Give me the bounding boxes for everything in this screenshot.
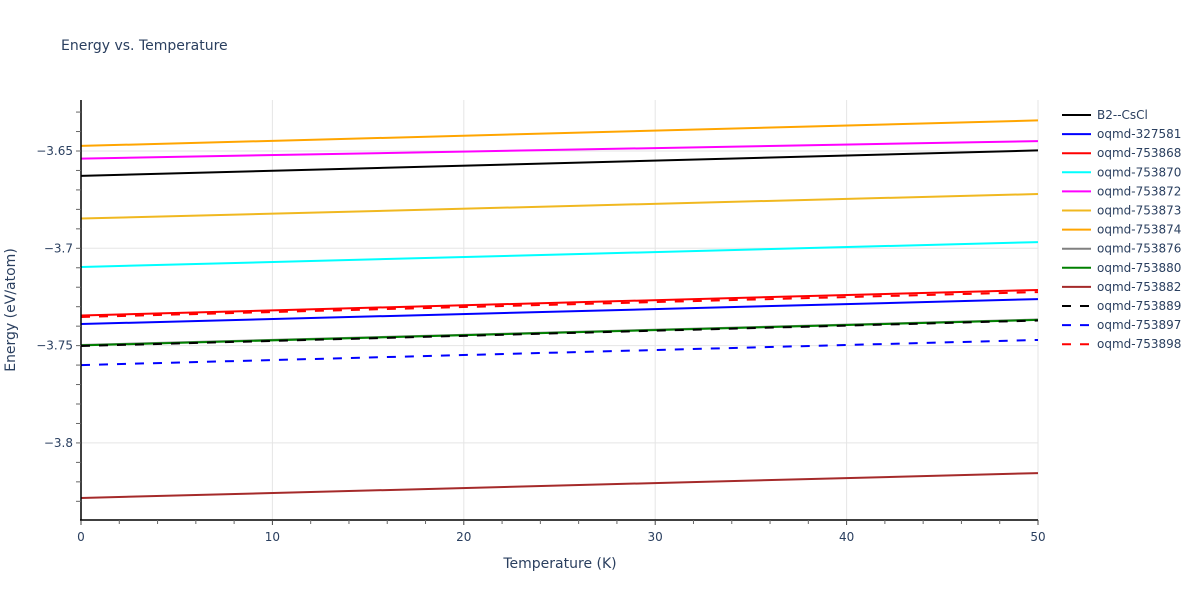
series-line-oqmd-753872[interactable] (80, 140, 1039, 160)
x-axis-title: Temperature (K) (502, 556, 616, 572)
y-tick-label: −3.7 (44, 241, 73, 255)
series-line-oqmd-753874[interactable] (80, 119, 1039, 147)
legend-item-B2--CsCl[interactable]: B2--CsCl (1062, 108, 1148, 122)
legend-label: oqmd-753870 (1097, 165, 1181, 179)
legend-label: oqmd-753868 (1097, 146, 1181, 160)
series-line-B2--CsCl[interactable] (80, 149, 1039, 177)
legend-label: oqmd-753898 (1097, 337, 1181, 351)
series-line-oqmd-753889[interactable] (80, 319, 1039, 348)
series-line-oqmd-327581[interactable] (80, 298, 1039, 326)
legend[interactable]: B2--CsCl oqmd-327581 oqmd-753868 oqmd-75387… (1062, 108, 1181, 351)
series-line-oqmd-753868[interactable] (80, 288, 1039, 317)
x-tick-label: 50 (1030, 530, 1045, 544)
series-line-oqmd-753870[interactable] (80, 241, 1039, 268)
chart-title: Energy vs. Temperature (61, 38, 228, 54)
series-line-oqmd-753898[interactable] (80, 291, 1039, 319)
legend-label: oqmd-327581 (1097, 127, 1181, 141)
legend-label: oqmd-753882 (1097, 280, 1181, 294)
series-line-oqmd-753897[interactable] (80, 338, 1039, 367)
series-line-oqmd-753882[interactable] (80, 472, 1039, 500)
y-tick-label: −3.75 (36, 339, 73, 353)
legend-label: oqmd-753873 (1097, 204, 1181, 218)
legend-label: oqmd-753876 (1097, 242, 1181, 256)
legend-label: oqmd-753872 (1097, 184, 1181, 198)
legend-item-oqmd-753882[interactable]: oqmd-753882 (1062, 280, 1181, 294)
legend-item-oqmd-753898[interactable]: oqmd-753898 (1062, 337, 1181, 351)
y-axis-title: Energy (eV/atom) (3, 248, 19, 372)
x-tick-label: 40 (839, 530, 854, 544)
legend-item-oqmd-753880[interactable]: oqmd-753880 (1062, 261, 1181, 275)
y-tick-label: −3.8 (44, 436, 73, 450)
legend-item-oqmd-753870[interactable]: oqmd-753870 (1062, 165, 1181, 179)
gridlines (81, 100, 1039, 520)
x-tick-label: 10 (265, 530, 280, 544)
x-tick-label: 20 (456, 530, 471, 544)
axes: 0 10 20 30 40 50 −3.65 −3.7 −3.75 −3.8 (36, 100, 1046, 544)
legend-item-oqmd-753897[interactable]: oqmd-753897 (1062, 318, 1181, 332)
legend-item-oqmd-753889[interactable]: oqmd-753889 (1062, 299, 1181, 313)
legend-item-oqmd-327581[interactable]: oqmd-327581 (1062, 127, 1181, 141)
legend-item-oqmd-753872[interactable]: oqmd-753872 (1062, 184, 1181, 198)
y-tick-label: −3.65 (36, 144, 73, 158)
legend-label: B2--CsCl (1097, 108, 1148, 122)
legend-label: oqmd-753889 (1097, 299, 1181, 313)
legend-label: oqmd-753874 (1097, 223, 1181, 237)
legend-label: oqmd-753880 (1097, 261, 1181, 275)
series-line-oqmd-753873[interactable] (80, 193, 1039, 220)
legend-item-oqmd-753873[interactable]: oqmd-753873 (1062, 204, 1181, 218)
legend-item-oqmd-753868[interactable]: oqmd-753868 (1062, 146, 1181, 160)
legend-label: oqmd-753897 (1097, 318, 1181, 332)
legend-item-oqmd-753876[interactable]: oqmd-753876 (1062, 242, 1181, 256)
legend-item-oqmd-753874[interactable]: oqmd-753874 (1062, 223, 1181, 237)
x-tick-label: 30 (648, 530, 663, 544)
plot-area[interactable] (80, 119, 1039, 500)
x-tick-label: 0 (77, 530, 85, 544)
